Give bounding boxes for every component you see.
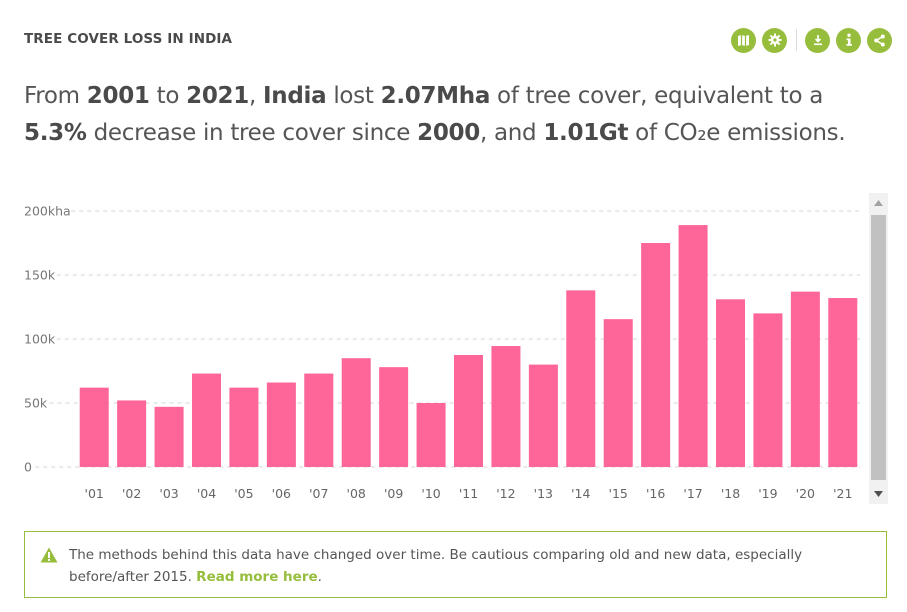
x-tick-label: '16 xyxy=(646,486,665,501)
summary-percent-value: 5.3% xyxy=(24,120,87,146)
scroll-thumb[interactable] xyxy=(871,215,886,480)
scroll-down-button[interactable] xyxy=(869,484,888,504)
x-tick-label: '11 xyxy=(459,486,478,501)
summary-text: decrease in tree cover since xyxy=(86,120,418,146)
map-button[interactable] xyxy=(731,27,756,53)
bar-10 xyxy=(416,403,446,467)
warning-suffix: . xyxy=(317,569,322,585)
warning-message: The methods behind this data have change… xyxy=(69,547,803,585)
x-tick-label: '15 xyxy=(609,486,628,501)
download-button[interactable] xyxy=(805,27,830,53)
y-tick-label: 50k xyxy=(24,396,48,411)
scroll-up-button[interactable] xyxy=(869,193,888,213)
bar-16 xyxy=(641,243,671,467)
summary-location: India xyxy=(263,83,327,109)
gear-icon xyxy=(768,33,781,47)
x-tick-label: '12 xyxy=(496,486,515,501)
x-tick-label: '05 xyxy=(234,486,253,501)
x-tick-label: '13 xyxy=(534,486,553,501)
bar-12 xyxy=(491,346,521,467)
x-tick-label: '17 xyxy=(683,486,702,501)
bar-05 xyxy=(229,387,259,467)
bar-11 xyxy=(454,355,483,467)
summary-emissions-value: 1.01Gt xyxy=(543,120,629,146)
bar-14 xyxy=(566,290,596,467)
bar-15 xyxy=(603,319,633,467)
summary-loss-value: 2.07Mha xyxy=(380,83,491,109)
bar-02 xyxy=(117,400,147,467)
x-tick-label: '19 xyxy=(758,486,777,501)
info-button[interactable] xyxy=(836,27,861,53)
bar-06 xyxy=(266,382,296,467)
x-tick-label: '01 xyxy=(85,486,104,501)
share-button[interactable] xyxy=(867,27,892,53)
x-tick-label: '21 xyxy=(833,486,852,501)
y-tick-label: 0 xyxy=(24,460,32,475)
summary-text: to xyxy=(149,83,187,109)
widget-title: TREE COVER LOSS IN INDIA xyxy=(24,31,233,47)
summary-text: of tree cover, equivalent to a xyxy=(490,83,824,109)
x-tick-label: '06 xyxy=(272,486,291,501)
download-icon xyxy=(813,35,822,46)
methods-warning: The methods behind this data have change… xyxy=(24,531,887,598)
bar-08 xyxy=(341,358,371,467)
y-tick-label: 150k xyxy=(24,268,56,283)
bar-17 xyxy=(678,225,708,467)
x-tick-label: '09 xyxy=(384,486,403,501)
summary-text: lost xyxy=(326,83,381,109)
x-tick-label: '04 xyxy=(197,486,216,501)
x-tick-label: '10 xyxy=(421,486,440,501)
bar-03 xyxy=(154,406,184,467)
bar-chart-svg: 0 50k 100k 150k 200kha '01 '02 '03 '04 '05 '06 '07 '… xyxy=(24,204,860,501)
summary-end-year: 2021 xyxy=(186,83,249,109)
arrow-up-icon xyxy=(874,200,883,206)
summary-sentence: From 2001 to 2021, India lost 2.07Mha of… xyxy=(24,78,854,152)
bar-18 xyxy=(716,299,745,467)
bar-04 xyxy=(192,373,221,467)
read-more-link[interactable]: Read more here xyxy=(196,569,318,585)
toolbar-divider xyxy=(796,29,797,51)
settings-button[interactable] xyxy=(762,27,787,53)
x-tick-label: '18 xyxy=(721,486,740,501)
warning-icon xyxy=(40,547,58,563)
x-tick-label: '07 xyxy=(309,486,328,501)
x-tick-label: '20 xyxy=(796,486,815,501)
y-tick-label: 200kha xyxy=(24,204,71,219)
summary-start-year: 2001 xyxy=(86,83,150,109)
x-tick-label: '08 xyxy=(347,486,366,501)
bar-01 xyxy=(79,387,109,467)
bar-19 xyxy=(753,313,783,467)
bar-07 xyxy=(304,373,334,467)
warning-text: The methods behind this data have change… xyxy=(69,544,849,588)
y-tick-label: 100k xyxy=(24,332,56,347)
summary-text: , and xyxy=(479,120,544,146)
summary-text: , xyxy=(248,83,263,109)
bar-09 xyxy=(379,367,409,467)
x-tick-label: '14 xyxy=(571,486,590,501)
map-icon xyxy=(738,34,749,46)
share-icon xyxy=(874,34,885,46)
x-tick-label: '03 xyxy=(159,486,178,501)
x-tick-label: '02 xyxy=(122,486,141,501)
info-icon xyxy=(846,33,852,46)
bar-13 xyxy=(528,364,558,467)
arrow-down-icon xyxy=(874,491,883,497)
summary-baseline-year: 2000 xyxy=(417,120,480,146)
bar-chart: 0 50k 100k 150k 200kha '01 '02 '03 '04 '05 '06 '07 '… xyxy=(0,190,907,510)
summary-text: of CO₂e emissions. xyxy=(628,120,846,146)
bar-21 xyxy=(828,298,858,467)
bar-20 xyxy=(790,291,820,467)
chart-scrollbar[interactable] xyxy=(869,193,888,504)
widget-toolbar xyxy=(731,27,898,53)
summary-text: From xyxy=(24,83,87,109)
